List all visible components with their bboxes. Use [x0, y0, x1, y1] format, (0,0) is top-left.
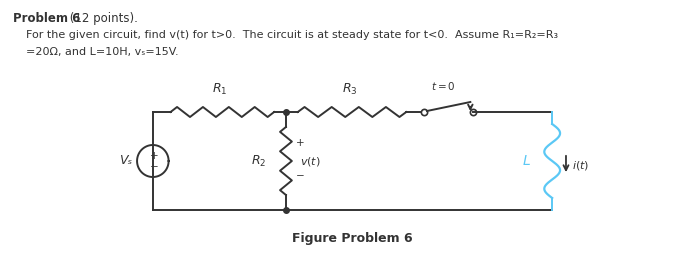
Text: $t = 0$: $t = 0$: [431, 80, 456, 92]
Text: (12 points).: (12 points).: [66, 12, 138, 25]
Text: Vₛ: Vₛ: [119, 154, 132, 168]
Text: =20Ω, and L=10H, vₛ=15V.: =20Ω, and L=10H, vₛ=15V.: [26, 47, 178, 57]
Text: $R_2$: $R_2$: [251, 153, 266, 169]
Text: +: +: [296, 138, 304, 148]
Text: $R_3$: $R_3$: [342, 82, 358, 97]
Text: −: −: [149, 162, 158, 172]
Text: Figure Problem 6: Figure Problem 6: [292, 232, 413, 245]
Text: $i(t)$: $i(t)$: [572, 160, 589, 172]
Text: −: −: [296, 171, 304, 181]
Text: +: +: [150, 151, 158, 161]
Text: Problem 6: Problem 6: [13, 12, 80, 25]
Text: $R_1$: $R_1$: [211, 82, 227, 97]
Text: For the given circuit, find v(t) for t>0.  The circuit is at steady state for t<: For the given circuit, find v(t) for t>0…: [26, 30, 558, 40]
Text: $v(t)$: $v(t)$: [300, 154, 321, 168]
Text: $L$: $L$: [522, 154, 531, 168]
